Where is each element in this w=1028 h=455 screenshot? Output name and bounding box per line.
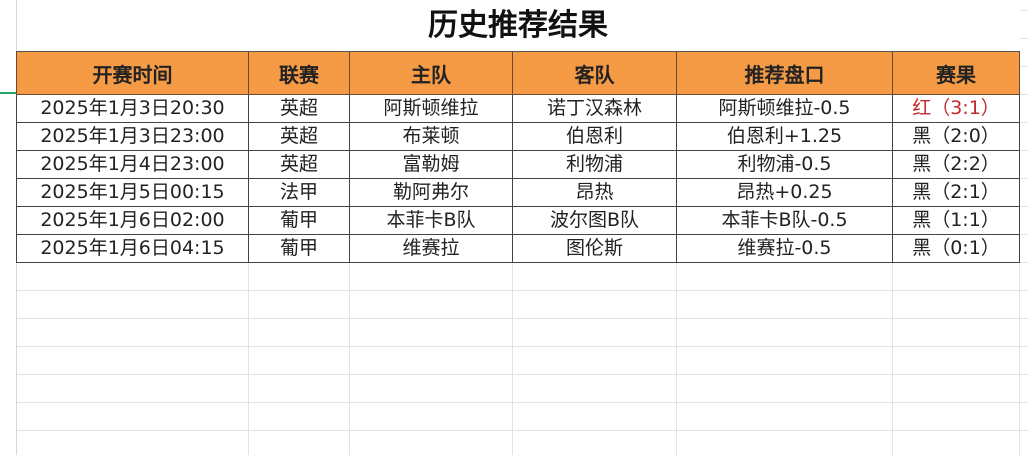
cell-away[interactable]: 图伦斯	[512, 234, 677, 263]
gridline	[1019, 262, 1020, 455]
cell-kickoff[interactable]: 2025年1月5日00:15	[16, 178, 249, 207]
gridline	[892, 262, 893, 455]
cell-away[interactable]: 昂热	[512, 178, 677, 207]
gridline	[349, 262, 350, 455]
cell-home[interactable]: 勒阿弗尔	[349, 178, 513, 207]
table-row: 2025年1月3日20:30 英超 阿斯顿维拉 诺丁汉森林 阿斯顿维拉-0.5 红（3:1…	[16, 94, 1020, 123]
cell-pick[interactable]: 利物浦-0.5	[676, 150, 893, 179]
cell-league[interactable]: 英超	[248, 150, 350, 179]
cell-kickoff[interactable]: 2025年1月3日20:30	[16, 94, 249, 123]
cell-kickoff[interactable]: 2025年1月6日04:15	[16, 234, 249, 263]
cell-home[interactable]: 本菲卡B队	[349, 206, 513, 235]
table-row: 2025年1月6日04:15 葡甲 维赛拉 图伦斯 维赛拉-0.5 黑（0:1）	[16, 234, 1020, 263]
table-row: 2025年1月4日23:00 英超 富勒姆 利物浦 利物浦-0.5 黑（2:2）	[16, 150, 1020, 179]
gridline	[248, 262, 249, 455]
cell-away[interactable]: 伯恩利	[512, 122, 677, 151]
cell-league[interactable]: 英超	[248, 94, 350, 123]
cell-league[interactable]: 葡甲	[248, 234, 350, 263]
cell-pick[interactable]: 维赛拉-0.5	[676, 234, 893, 263]
cell-home[interactable]: 维赛拉	[349, 234, 513, 263]
cell-league[interactable]: 法甲	[248, 178, 350, 207]
cell-league[interactable]: 葡甲	[248, 206, 350, 235]
cell-kickoff[interactable]: 2025年1月4日23:00	[16, 150, 249, 179]
cell-pick[interactable]: 阿斯顿维拉-0.5	[676, 94, 893, 123]
header-league[interactable]: 联赛	[248, 51, 350, 95]
cell-league[interactable]: 英超	[248, 122, 350, 151]
header-row: 开赛时间 联赛 主队 客队 推荐盘口 赛果	[16, 51, 1020, 95]
gridline	[676, 262, 677, 455]
cell-kickoff[interactable]: 2025年1月6日02:00	[16, 206, 249, 235]
results-table: 历史推荐结果 开赛时间 联赛 主队 客队 推荐盘口 赛果 2025年1月3日20…	[16, 0, 1020, 263]
table-row: 2025年1月6日02:00 葡甲 本菲卡B队 波尔图B队 本菲卡B队-0.5 黑（1:1…	[16, 206, 1020, 235]
selected-row-indicator	[0, 92, 16, 94]
cell-pick[interactable]: 昂热+0.25	[676, 178, 893, 207]
header-result[interactable]: 赛果	[892, 51, 1020, 95]
cell-away[interactable]: 利物浦	[512, 150, 677, 179]
header-kickoff[interactable]: 开赛时间	[16, 51, 249, 95]
cell-away[interactable]: 波尔图B队	[512, 206, 677, 235]
cell-away[interactable]: 诺丁汉森林	[512, 94, 677, 123]
cell-pick[interactable]: 本菲卡B队-0.5	[676, 206, 893, 235]
cell-home[interactable]: 布莱顿	[349, 122, 513, 151]
gridline	[512, 262, 513, 455]
cell-home[interactable]: 阿斯顿维拉	[349, 94, 513, 123]
header-home[interactable]: 主队	[349, 51, 513, 95]
sheet-title[interactable]: 历史推荐结果	[16, 0, 1020, 52]
cell-kickoff[interactable]: 2025年1月3日23:00	[16, 122, 249, 151]
cell-result[interactable]: 黑（2:0）	[892, 122, 1020, 151]
cell-result[interactable]: 黑（2:1）	[892, 178, 1020, 207]
table-row: 2025年1月3日23:00 英超 布莱顿 伯恩利 伯恩利+1.25 黑（2:0）	[16, 122, 1020, 151]
table-row: 2025年1月5日00:15 法甲 勒阿弗尔 昂热 昂热+0.25 黑（2:1）	[16, 178, 1020, 207]
cell-result[interactable]: 黑（2:2）	[892, 150, 1020, 179]
cell-home[interactable]: 富勒姆	[349, 150, 513, 179]
header-pick[interactable]: 推荐盘口	[676, 51, 893, 95]
cell-pick[interactable]: 伯恩利+1.25	[676, 122, 893, 151]
cell-result[interactable]: 黑（1:1）	[892, 206, 1020, 235]
cell-result[interactable]: 红（3:1）	[892, 94, 1020, 123]
header-away[interactable]: 客队	[512, 51, 677, 95]
row-header-gutter[interactable]	[0, 0, 17, 455]
cell-result[interactable]: 黑（0:1）	[892, 234, 1020, 263]
